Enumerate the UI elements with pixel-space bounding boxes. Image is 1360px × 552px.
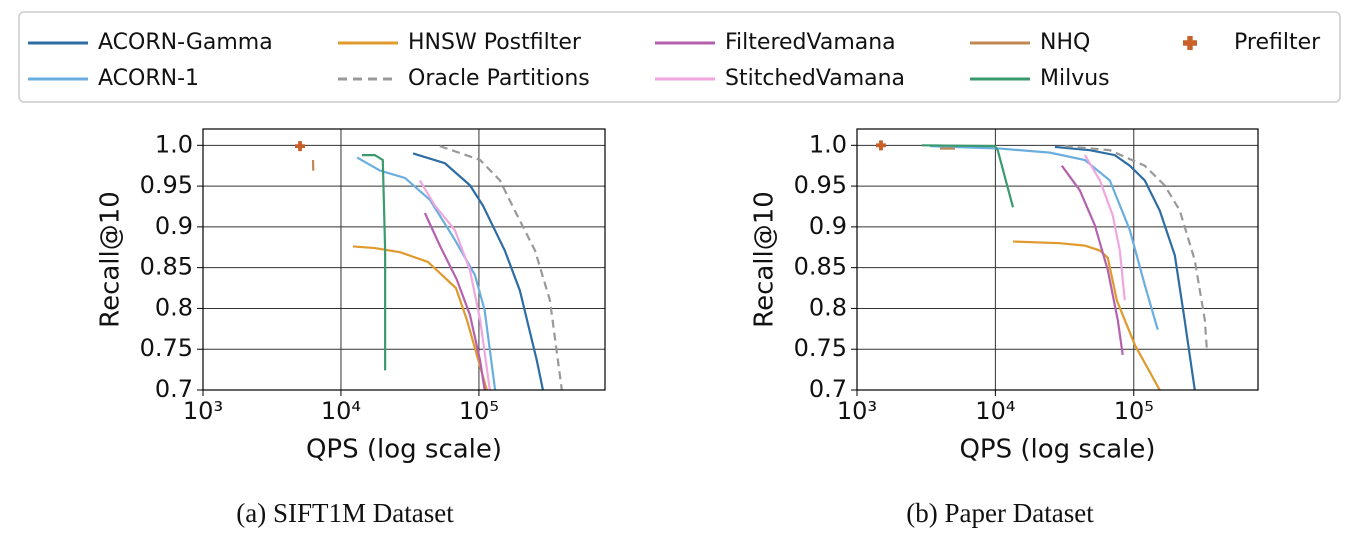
series-line bbox=[1083, 154, 1126, 301]
y-tick-label: 0.95 bbox=[794, 171, 847, 199]
y-axis-label: Recall@10 bbox=[96, 191, 126, 328]
legend-label: Oracle Partitions bbox=[408, 66, 590, 91]
series-line bbox=[412, 152, 545, 390]
series-line bbox=[1054, 145, 1196, 390]
marker bbox=[295, 141, 306, 152]
series-line bbox=[356, 156, 497, 390]
x-axis-label: QPS (log scale) bbox=[306, 435, 502, 465]
x-tick-label: 10³ bbox=[183, 397, 223, 425]
x-axis-label: QPS (log scale) bbox=[959, 435, 1155, 465]
legend-label: FilteredVamana bbox=[725, 30, 896, 55]
series-line bbox=[361, 154, 387, 371]
series-line bbox=[1060, 165, 1124, 356]
y-tick-label: 0.9 bbox=[809, 212, 847, 240]
series-line bbox=[1064, 145, 1208, 349]
legend-label: HNSW Postfilter bbox=[408, 30, 582, 55]
y-tick-label: 0.8 bbox=[809, 293, 847, 321]
y-tick-label: 1.0 bbox=[809, 130, 847, 158]
legend-box bbox=[18, 11, 1341, 103]
y-tick-label: 0.85 bbox=[794, 253, 847, 281]
caption: (b) Paper Dataset bbox=[906, 498, 1094, 528]
plot-frame bbox=[202, 128, 606, 391]
y-tick-label: 0.9 bbox=[155, 212, 193, 240]
legend-label: ACORN-1 bbox=[98, 66, 199, 91]
caption: (a) SIFT1M Dataset bbox=[236, 498, 454, 528]
y-tick-label: 0.85 bbox=[140, 253, 193, 281]
marker bbox=[875, 140, 886, 151]
series-line bbox=[929, 145, 1159, 330]
legend-label: ACORN-Gamma bbox=[98, 30, 273, 55]
series-line bbox=[423, 212, 486, 390]
y-tick-label: 0.8 bbox=[155, 293, 193, 321]
series-line bbox=[352, 245, 488, 390]
x-tick-label: 10³ bbox=[837, 397, 877, 425]
legend-label: NHQ bbox=[1040, 30, 1090, 55]
legend-label: Milvus bbox=[1040, 66, 1110, 91]
y-tick-label: 0.75 bbox=[140, 334, 193, 362]
y-axis-label: Recall@10 bbox=[750, 191, 780, 328]
plot-frame bbox=[856, 128, 1259, 391]
legend-label: Prefilter bbox=[1234, 30, 1321, 55]
legend-marker bbox=[1183, 36, 1197, 50]
y-tick-label: 0.95 bbox=[140, 171, 193, 199]
y-tick-label: 0.7 bbox=[809, 375, 847, 403]
series-line bbox=[1012, 240, 1161, 390]
series-line bbox=[439, 145, 563, 390]
y-tick-label: 0.7 bbox=[155, 375, 193, 403]
y-tick-label: 0.75 bbox=[794, 334, 847, 362]
series-line bbox=[418, 179, 491, 390]
x-tick-label: 10⁴ bbox=[975, 397, 1015, 425]
y-tick-label: 1.0 bbox=[155, 130, 193, 158]
legend-label: StitchedVamana bbox=[725, 66, 905, 91]
series-line bbox=[921, 144, 1015, 208]
x-tick-label: 10⁴ bbox=[321, 397, 361, 425]
x-tick-label: 10⁵ bbox=[1114, 397, 1154, 425]
x-tick-label: 10⁵ bbox=[459, 397, 499, 425]
